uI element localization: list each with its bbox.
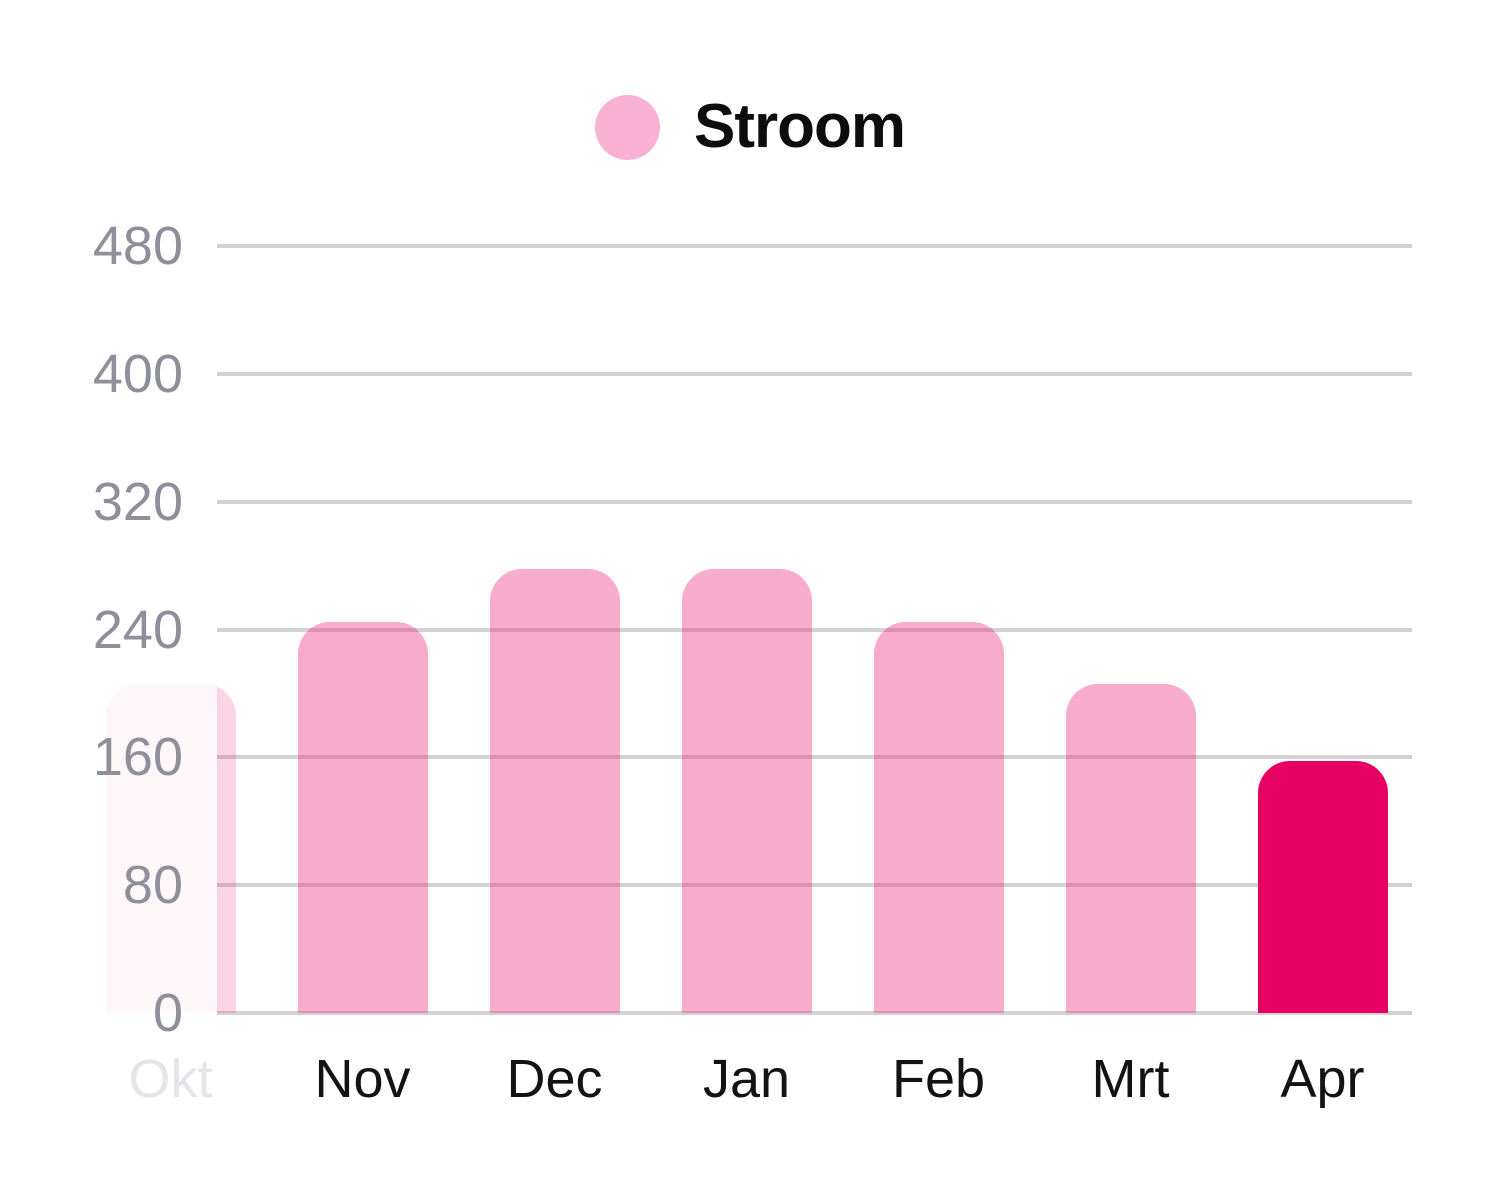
gridline (217, 499, 1412, 504)
x-axis-label-mrt: Mrt (1091, 1049, 1170, 1109)
gridline (217, 1011, 1412, 1015)
y-axis-label: 400 (92, 343, 183, 404)
gridline (217, 244, 1412, 248)
gridline (217, 883, 1412, 888)
y-axis-label: 480 (92, 216, 183, 276)
gridline (217, 371, 1412, 376)
bar-apr[interactable] (1257, 760, 1388, 1013)
y-axis-label: 80 (122, 855, 183, 916)
x-axis-label-nov: Nov (314, 1049, 411, 1109)
legend-label: Stroom (694, 92, 906, 161)
y-axis-label: 0 (152, 983, 183, 1043)
bar-feb[interactable] (873, 621, 1004, 1013)
gridline (217, 755, 1412, 760)
legend[interactable]: Stroom (0, 92, 1500, 162)
y-axis-label: 320 (92, 471, 183, 532)
bar-mrt[interactable] (1065, 683, 1196, 1013)
bar-nov[interactable] (297, 621, 428, 1013)
y-axis-label: 240 (92, 599, 183, 660)
x-axis-label-apr: Apr (1280, 1049, 1365, 1109)
y-axis-label: 160 (92, 727, 183, 788)
bar-jan[interactable] (681, 568, 812, 1013)
x-axis-label-okt: Okt (128, 1049, 213, 1109)
bar-dec[interactable] (489, 568, 620, 1013)
x-axis-label-jan: Jan (702, 1049, 791, 1109)
legend-dot-icon (595, 94, 660, 160)
x-axis-label-dec: Dec (506, 1049, 603, 1109)
gridline (217, 627, 1412, 632)
x-axis-label-feb: Feb (891, 1049, 986, 1109)
